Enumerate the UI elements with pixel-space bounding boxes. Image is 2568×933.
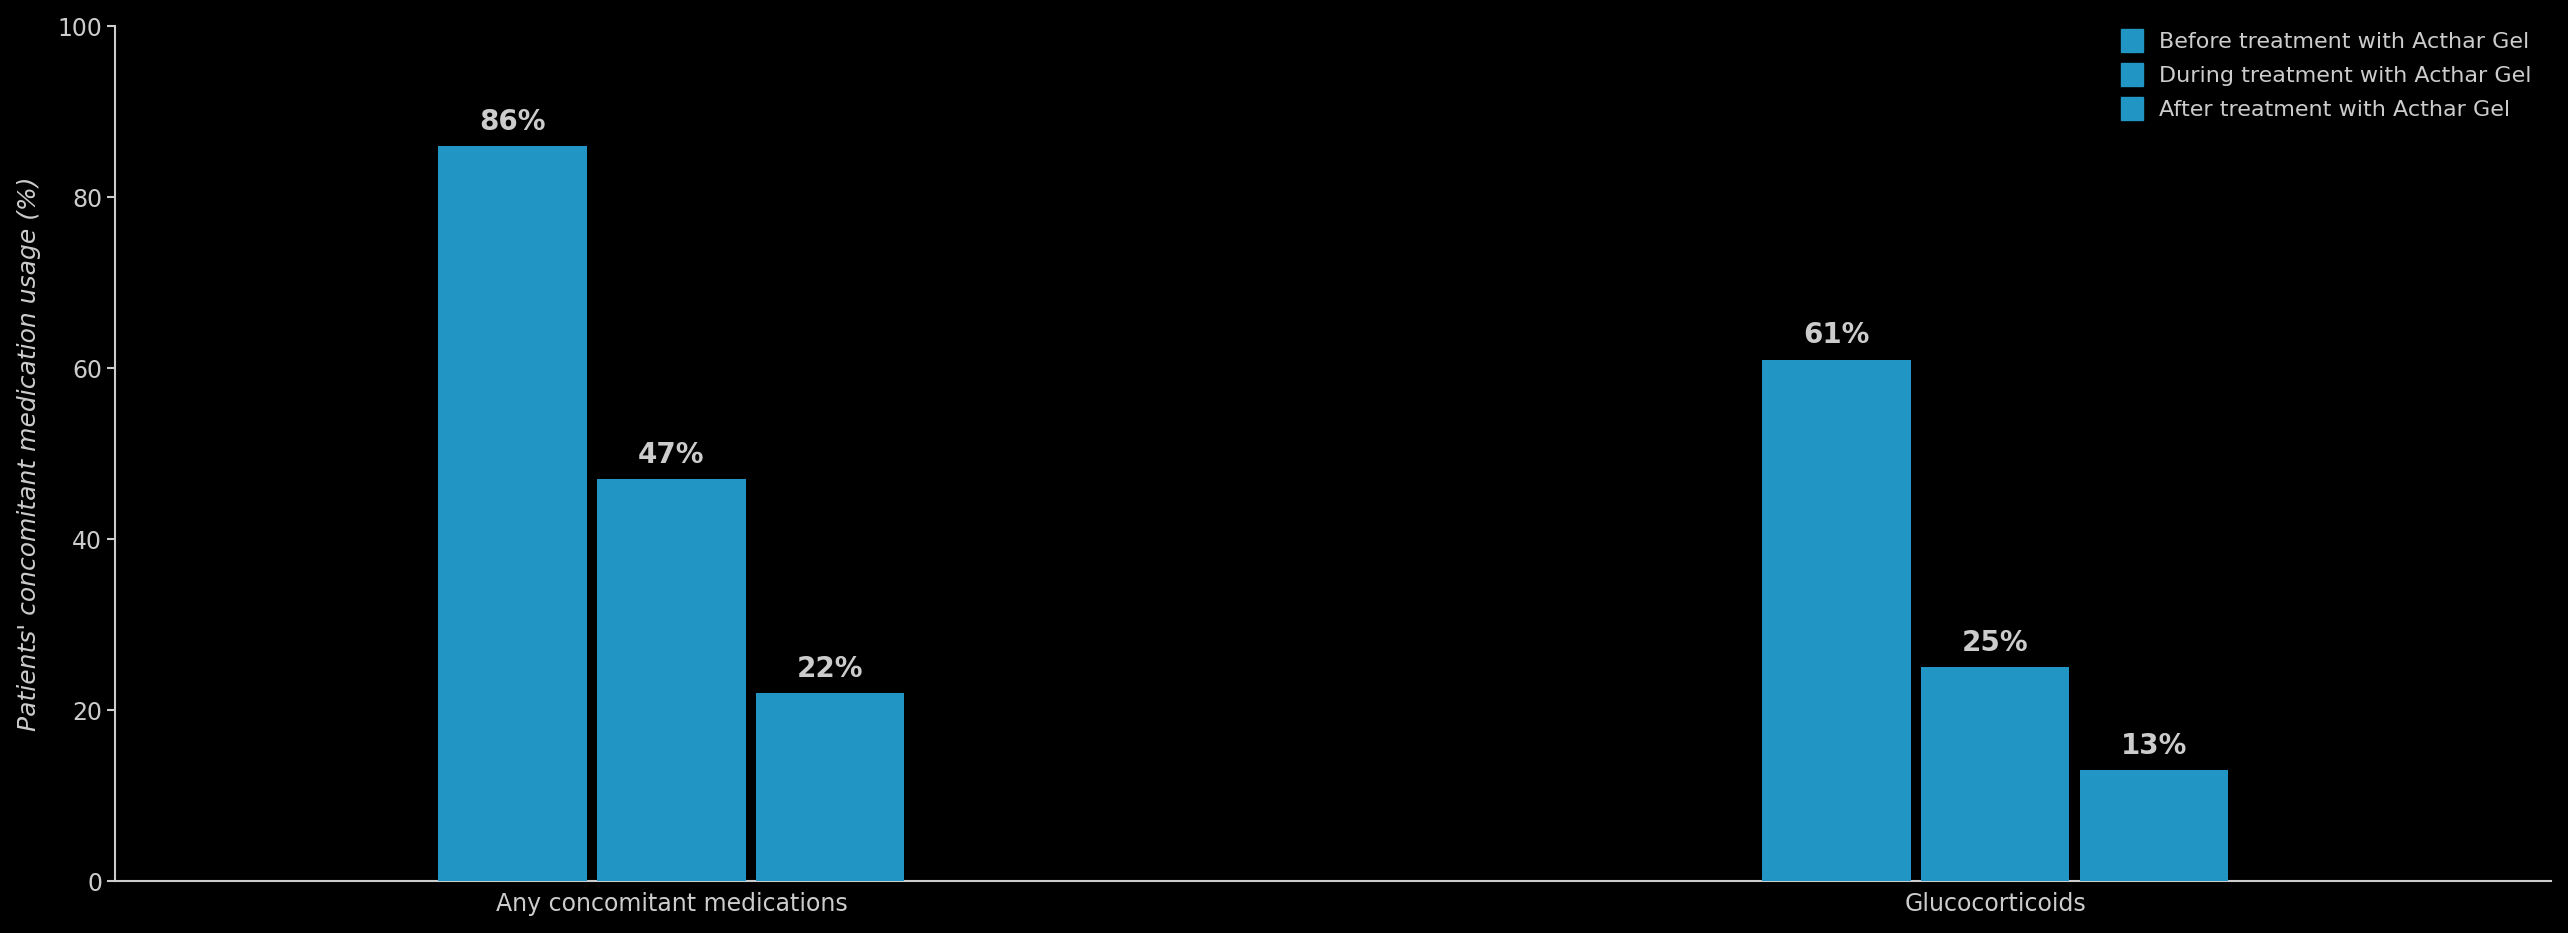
Text: 22%: 22% (796, 655, 863, 683)
Bar (755, 693, 904, 882)
Text: 86%: 86% (480, 107, 547, 135)
Bar (598, 480, 745, 882)
Bar (1921, 667, 2070, 882)
Text: 13%: 13% (2121, 731, 2188, 759)
Legend: Before treatment with Acthar Gel, During treatment with Acthar Gel, After treatm: Before treatment with Acthar Gel, During… (2111, 21, 2540, 129)
Text: 25%: 25% (1962, 629, 2029, 657)
Text: 61%: 61% (1803, 321, 1870, 349)
Y-axis label: Patients' concomitant medication usage (%): Patients' concomitant medication usage (… (15, 176, 41, 731)
Bar (439, 146, 586, 882)
Bar (2080, 770, 2229, 882)
Bar (1762, 359, 1911, 882)
Text: 47%: 47% (639, 441, 704, 469)
